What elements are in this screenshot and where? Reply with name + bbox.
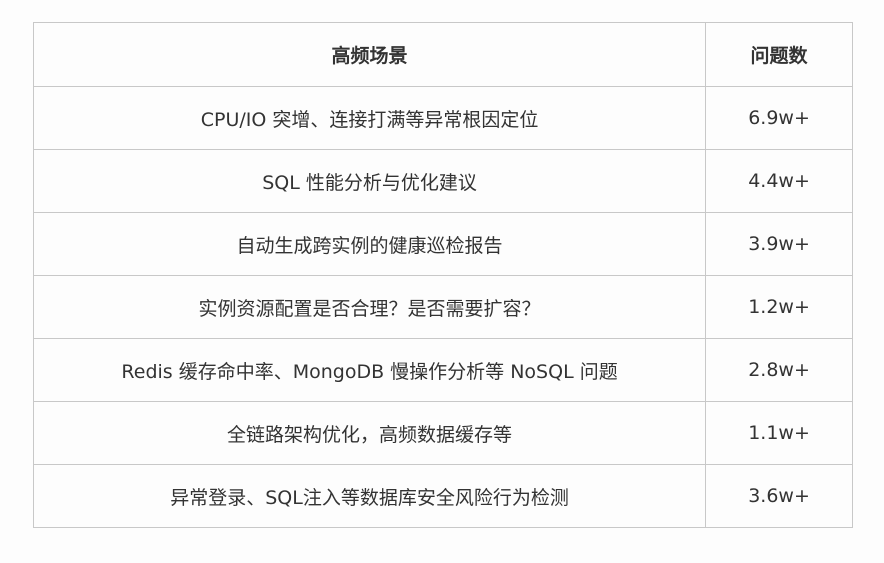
table-row: 自动生成跨实例的健康巡检报告 3.9w+ — [32, 212, 853, 276]
count-cell: 3.6w+ — [705, 464, 853, 528]
count-cell: 2.8w+ — [705, 338, 853, 402]
count-cell: 4.4w+ — [705, 149, 853, 213]
scenario-table: 高频场景 问题数 CPU/IO 突增、连接打满等异常根因定位 6.9w+ SQL … — [32, 22, 853, 528]
table-row: 全链路架构优化，高频数据缓存等 1.1w+ — [32, 401, 853, 465]
table-header-row: 高频场景 问题数 — [32, 22, 853, 87]
count-cell: 1.2w+ — [705, 275, 853, 339]
scenario-cell: CPU/IO 突增、连接打满等异常根因定位 — [32, 86, 707, 150]
table-row: CPU/IO 突增、连接打满等异常根因定位 6.9w+ — [32, 86, 853, 150]
count-cell: 3.9w+ — [705, 212, 853, 276]
scenario-cell: 实例资源配置是否合理？是否需要扩容？ — [32, 275, 707, 339]
table-row: 异常登录、SQL注入等数据库安全风险行为检测 3.6w+ — [32, 464, 853, 528]
scenario-cell: SQL 性能分析与优化建议 — [32, 149, 707, 213]
scenario-cell: 异常登录、SQL注入等数据库安全风险行为检测 — [32, 464, 707, 528]
header-scenario: 高频场景 — [32, 22, 707, 87]
count-cell: 6.9w+ — [705, 86, 853, 150]
header-count: 问题数 — [705, 22, 853, 87]
scenario-cell: Redis 缓存命中率、MongoDB 慢操作分析等 NoSQL 问题 — [32, 338, 707, 402]
table-row: Redis 缓存命中率、MongoDB 慢操作分析等 NoSQL 问题 2.8w+ — [32, 338, 853, 402]
table-row: 实例资源配置是否合理？是否需要扩容？ 1.2w+ — [32, 275, 853, 339]
scenario-cell: 自动生成跨实例的健康巡检报告 — [32, 212, 707, 276]
table-row: SQL 性能分析与优化建议 4.4w+ — [32, 149, 853, 213]
scenario-cell: 全链路架构优化，高频数据缓存等 — [32, 401, 707, 465]
count-cell: 1.1w+ — [705, 401, 853, 465]
